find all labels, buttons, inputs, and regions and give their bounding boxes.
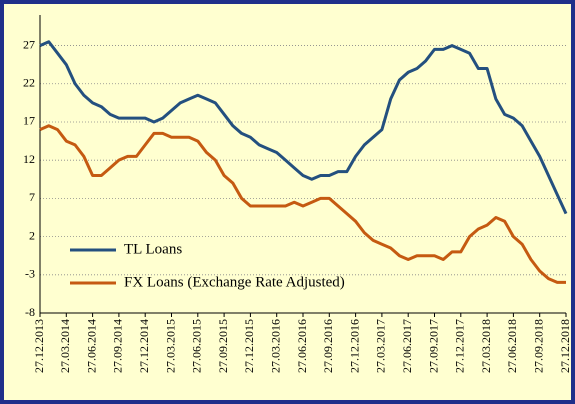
- x-tick-label: 27.06.2015: [190, 319, 204, 373]
- x-tick-label: 27.06.2017: [400, 319, 414, 373]
- data-line: [39, 124, 566, 284]
- y-tick-label: 2: [29, 228, 35, 242]
- x-tick-label: 27.06.2014: [84, 319, 98, 373]
- x-tick-label: 27.12.2014: [137, 319, 151, 373]
- x-tick-label: 27.03.2018: [479, 319, 493, 373]
- x-tick-label: 27.09.2015: [216, 319, 230, 373]
- x-tick-label: 27.03.2017: [374, 319, 388, 373]
- x-tick-label: 27.12.2013: [32, 319, 46, 373]
- x-tick-label: 27.09.2017: [426, 319, 440, 373]
- y-tick-label: 27: [23, 37, 35, 51]
- y-tick-label: -3: [25, 267, 35, 281]
- x-tick-label: 27.09.2018: [531, 319, 545, 373]
- x-tick-label: 27.06.2016: [295, 319, 309, 373]
- x-tick-label: 27.12.2018: [558, 319, 572, 373]
- y-tick-label: 12: [23, 152, 35, 166]
- x-tick-label: 27.03.2016: [268, 319, 282, 373]
- x-tick-label: 27.06.2018: [505, 319, 519, 373]
- x-tick-label: 27.09.2016: [321, 319, 335, 373]
- legend-label: FX Loans (Exchange Rate Adjusted): [124, 274, 345, 290]
- y-tick-label: 7: [29, 190, 35, 204]
- data-line: [39, 40, 568, 215]
- x-tick-label: 27.09.2014: [111, 319, 125, 373]
- y-tick-label: 22: [23, 76, 35, 90]
- x-tick-label: 27.03.2015: [163, 319, 177, 373]
- x-tick-label: 27.12.2015: [242, 319, 256, 373]
- y-tick-label: 17: [23, 114, 35, 128]
- legend-label: TL Loans: [124, 241, 182, 257]
- y-tick-label: -8: [25, 305, 35, 319]
- x-tick-label: 27.03.2014: [58, 319, 72, 373]
- x-tick-label: 27.12.2016: [347, 319, 361, 373]
- x-tick-label: 27.12.2017: [453, 319, 467, 373]
